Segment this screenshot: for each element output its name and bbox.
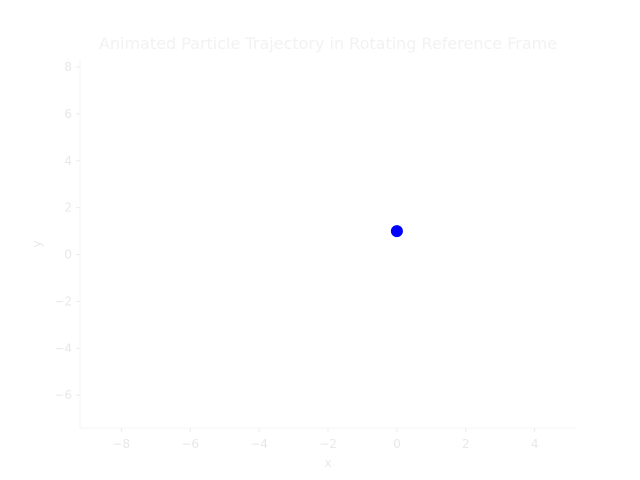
y-ticks: −6 −4 −2 0 2 4 6 8 [54,60,80,402]
y-tick-label: 0 [64,248,72,262]
y-tick-label: 4 [64,154,72,168]
x-tick-label: −6 [181,437,199,451]
x-tick-label: −2 [319,437,337,451]
x-tick-label: 0 [393,437,401,451]
data-points [390,225,403,238]
x-tick-label: 2 [462,437,470,451]
y-tick-label: 6 [64,107,72,121]
y-tick-label: −6 [54,388,72,402]
y-tick-label: 2 [64,201,72,215]
y-tick-label: −2 [54,294,72,308]
y-tick-label: 8 [64,60,72,74]
chart-title: Animated Particle Trajectory in Rotating… [99,34,557,53]
x-tick-label: −8 [112,437,130,451]
x-ticks: −8 −6 −4 −2 0 2 4 [112,428,538,451]
x-tick-label: −4 [250,437,268,451]
particle-point [390,225,403,238]
plot-area [79,60,576,429]
x-tick-label: 4 [531,437,539,451]
y-tick-label: −4 [54,341,72,355]
y-axis-label: y [30,240,44,247]
x-axis-label: x [324,456,331,470]
